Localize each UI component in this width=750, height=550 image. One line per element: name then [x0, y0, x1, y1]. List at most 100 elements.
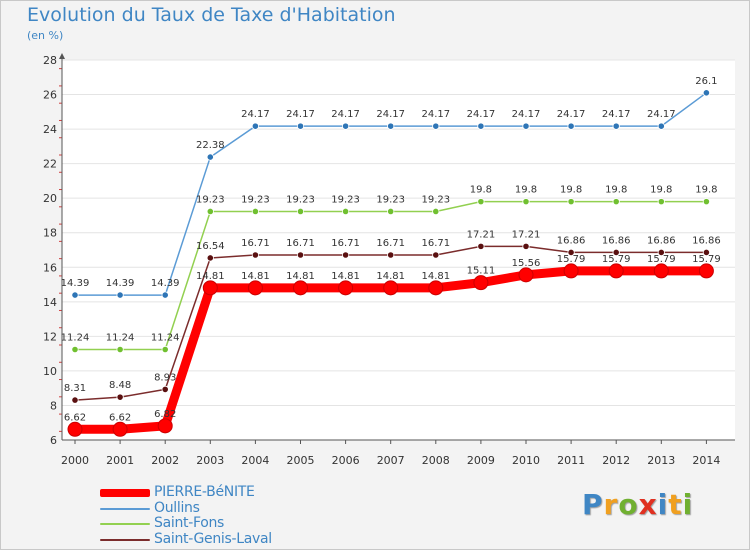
point-oullins [161, 291, 169, 299]
y-axis-arrow [59, 53, 65, 59]
data-label-pierre-b-nite: 6.82 [154, 409, 176, 420]
data-label-saint-fons: 19.23 [376, 194, 405, 205]
legend-label: PIERRE-BéNITE [154, 484, 255, 500]
data-label-saint-fons: 19.8 [560, 185, 582, 196]
point-saint-genis-laval [206, 254, 214, 262]
point-saint-genis-laval [296, 251, 305, 259]
data-label-oullins: 14.39 [106, 278, 135, 289]
proxiti-logo: Proxiti [582, 488, 693, 521]
x-tick-label: 2012 [602, 454, 630, 467]
data-label-saint-fons: 19.23 [331, 194, 360, 205]
data-label-oullins: 24.17 [376, 109, 405, 120]
data-label-pierre-b-nite: 15.79 [602, 254, 631, 265]
data-label-pierre-b-nite: 6.62 [109, 412, 131, 423]
logo-letter: o [618, 488, 639, 521]
point-oullins [206, 153, 214, 161]
series-layer [67, 89, 714, 437]
data-label-oullins: 24.17 [467, 109, 496, 120]
point-saint-genis-laval [477, 242, 485, 250]
legend-label: Saint-Genis-Laval [154, 530, 272, 547]
y-tick-label: 14 [43, 296, 57, 309]
x-tick-label: 2002 [151, 454, 179, 467]
x-tick-label: 2006 [332, 454, 360, 467]
legend-swatch [100, 489, 150, 497]
point-saint-genis-laval [702, 248, 711, 257]
data-label-saint-fons: 19.23 [241, 194, 270, 205]
data-label-oullins: 24.17 [557, 109, 586, 120]
data-label-oullins: 24.17 [512, 109, 541, 120]
point-saint-fons [251, 207, 259, 216]
data-label-pierre-b-nite: 14.81 [196, 271, 225, 282]
data-label-saint-genis-laval: 16.71 [421, 238, 450, 249]
data-label-saint-fons: 19.23 [196, 194, 225, 205]
logo-letter: i [657, 488, 669, 521]
plot-area [62, 60, 735, 440]
point-saint-fons [296, 207, 305, 216]
y-tick-label: 16 [43, 261, 57, 274]
point-pierre-b-nite [157, 418, 173, 434]
data-label-oullins: 24.17 [286, 109, 315, 120]
data-label-oullins: 24.17 [647, 109, 676, 120]
point-pierre-b-nite [383, 280, 399, 296]
data-label-saint-genis-laval: 16.86 [692, 235, 721, 246]
axes: 6 8 10 12 14 16 18 20 22 24 26 28 2000 2001 2002 2003 20… [43, 53, 735, 467]
y-tick-label: 22 [43, 158, 57, 171]
point-oullins [612, 122, 620, 130]
data-label-saint-fons: 19.8 [695, 185, 717, 196]
y-tick-label: 26 [43, 89, 57, 102]
data-label-saint-genis-laval: 16.86 [557, 235, 586, 246]
point-oullins [387, 122, 395, 130]
point-saint-fons [522, 198, 530, 206]
data-label-saint-genis-laval: 8.48 [109, 380, 131, 391]
logo-letter: r [603, 488, 619, 521]
data-label-pierre-b-nite: 15.79 [692, 254, 721, 265]
data-label-oullins: 14.39 [61, 278, 90, 289]
data-label-saint-fons: 19.8 [515, 185, 537, 196]
point-pierre-b-nite [112, 421, 128, 437]
data-label-saint-genis-laval: 16.86 [602, 235, 631, 246]
data-label-saint-genis-laval: 16.71 [241, 238, 270, 249]
data-label-pierre-b-nite: 15.56 [512, 258, 541, 269]
x-tick-label: 2009 [467, 454, 495, 467]
data-label-oullins: 24.17 [331, 109, 360, 120]
data-label-saint-fons: 11.24 [61, 332, 90, 343]
data-label-saint-fons: 19.8 [650, 185, 672, 196]
point-saint-genis-laval [657, 248, 665, 257]
point-saint-fons [341, 207, 350, 216]
point-oullins [251, 122, 259, 130]
x-tick-label: 2005 [287, 454, 315, 467]
data-label-oullins: 22.38 [196, 140, 225, 151]
point-saint-genis-laval [567, 248, 575, 257]
y-tick-label: 10 [43, 365, 57, 378]
data-label-pierre-b-nite: 14.81 [241, 271, 270, 282]
point-saint-fons [612, 198, 620, 206]
data-label-saint-genis-laval: 8.93 [154, 372, 176, 383]
point-oullins [296, 122, 305, 130]
point-oullins [432, 122, 440, 130]
point-pierre-b-nite [428, 280, 444, 296]
point-saint-genis-laval [71, 396, 79, 404]
data-label-saint-genis-laval: 17.21 [512, 229, 541, 240]
x-tick-label: 2003 [196, 454, 224, 467]
data-label-pierre-b-nite: 6.62 [64, 412, 86, 423]
point-pierre-b-nite [473, 275, 489, 291]
point-saint-fons [567, 198, 575, 206]
point-saint-genis-laval [161, 385, 169, 393]
legend-label: Saint-Fons [154, 515, 225, 531]
data-label-saint-fons: 19.23 [286, 194, 315, 205]
data-label-saint-fons: 19.8 [605, 185, 627, 196]
data-label-oullins: 24.17 [421, 109, 450, 120]
point-pierre-b-nite [293, 280, 308, 296]
y-tick-label: 28 [43, 54, 57, 67]
point-oullins [657, 122, 665, 130]
data-label-oullins: 24.17 [241, 109, 270, 120]
data-label-saint-genis-laval: 17.21 [467, 229, 496, 240]
point-pierre-b-nite [518, 267, 534, 283]
x-tick-label: 2013 [647, 454, 675, 467]
legend-swatch [100, 538, 150, 541]
point-pierre-b-nite [338, 280, 354, 296]
data-label-saint-genis-laval: 16.71 [331, 238, 360, 249]
x-tick-label: 2000 [61, 454, 89, 467]
data-label-oullins: 26.1 [695, 76, 717, 87]
point-oullins [702, 89, 711, 97]
